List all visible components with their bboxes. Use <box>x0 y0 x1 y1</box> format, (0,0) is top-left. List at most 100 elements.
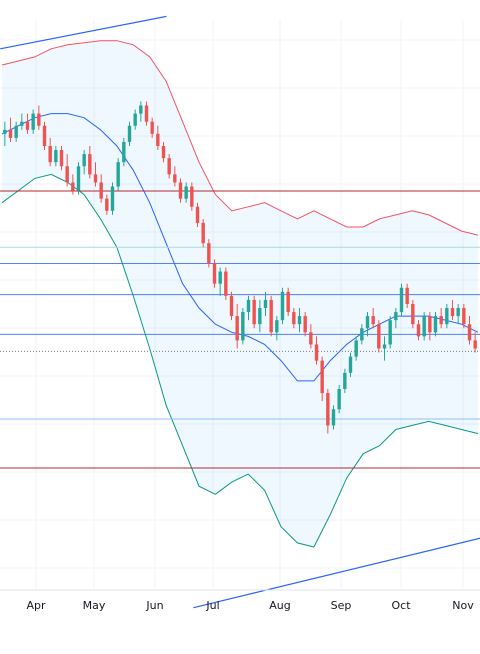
candle-body <box>167 158 171 175</box>
bollinger-upper-line <box>1 40 479 236</box>
bollinger-lower-line <box>1 173 479 548</box>
x-axis-ticks: Apr May Jun Jul Aug Sep Oct Nov <box>26 599 474 612</box>
candle-body <box>343 372 347 389</box>
candle-body <box>105 198 109 211</box>
candle-body <box>88 154 92 175</box>
candle-body <box>462 308 466 325</box>
candle-body <box>456 308 460 317</box>
candle-body <box>139 105 143 114</box>
candle-body <box>54 150 58 163</box>
candles <box>3 101 477 434</box>
trendlines <box>0 15 480 609</box>
candle-body <box>280 291 285 321</box>
candle-body <box>212 263 217 284</box>
candle-body <box>467 324 472 341</box>
candle-body <box>354 340 358 357</box>
x-tick-label: Aug <box>269 599 290 612</box>
candle-body <box>445 308 449 325</box>
candle-body <box>76 166 81 191</box>
candle-body <box>394 312 398 321</box>
candle-body <box>71 182 75 191</box>
candle-body <box>133 113 137 126</box>
candle-body <box>48 146 52 163</box>
candle-body <box>184 186 188 199</box>
candle-body <box>252 299 256 325</box>
candle-body <box>99 182 103 199</box>
candle-body <box>31 113 35 130</box>
x-tick-label: Nov <box>452 599 474 612</box>
candle-body <box>65 166 69 183</box>
candle-body <box>25 121 30 130</box>
candle-body <box>422 316 426 337</box>
candle-body <box>42 125 47 146</box>
candle-body <box>150 121 154 134</box>
candle-body <box>411 303 415 325</box>
candle-body <box>144 105 149 122</box>
candle-body <box>416 324 421 337</box>
candle-body <box>59 150 64 167</box>
candle-body <box>8 129 13 138</box>
candle-body <box>161 146 166 159</box>
candle-body <box>269 299 273 333</box>
candle-body <box>473 340 477 349</box>
candle-body <box>173 174 177 183</box>
grid <box>0 20 480 588</box>
x-tick-label: Oct <box>391 599 411 612</box>
candle-body <box>292 312 296 325</box>
candle-body <box>207 243 211 264</box>
candle-body <box>450 308 455 317</box>
candle-body <box>122 141 126 163</box>
candle-body <box>320 360 324 394</box>
candle-body <box>360 328 364 341</box>
trendline <box>0 15 167 50</box>
candle-body <box>3 129 7 134</box>
candle-body <box>37 113 41 126</box>
candle-body <box>178 182 183 199</box>
candle-body <box>82 154 86 167</box>
candle-body <box>20 121 24 126</box>
candle-body <box>116 162 120 187</box>
candle-body <box>275 320 279 333</box>
candle-body <box>241 312 245 341</box>
candle-body <box>399 287 404 313</box>
candle-body <box>331 409 336 426</box>
x-tick-label: Apr <box>26 599 46 612</box>
candle-body <box>326 393 330 426</box>
candle-body <box>388 320 392 345</box>
candle-body <box>190 186 194 207</box>
bollinger-bands <box>1 40 479 548</box>
candle-body <box>439 316 443 325</box>
candle-body <box>371 316 375 325</box>
x-tick-label: Sep <box>331 599 352 612</box>
x-tick-label: May <box>83 599 106 612</box>
candle-body <box>93 174 98 183</box>
candle-body <box>314 344 319 361</box>
candle-body <box>246 299 251 313</box>
candle-body <box>195 206 200 223</box>
candle-body <box>110 186 115 211</box>
candle-body <box>224 271 228 296</box>
candle-body <box>433 316 438 333</box>
candle-body <box>377 324 381 349</box>
candle-body <box>229 295 234 317</box>
candle-body <box>405 287 409 304</box>
x-tick-label: Jul <box>205 599 219 612</box>
candle-body <box>14 125 18 138</box>
candle-body <box>303 316 307 333</box>
trendline <box>193 537 480 609</box>
candle-body <box>297 316 302 325</box>
candle-body <box>348 356 353 373</box>
candle-body <box>258 308 262 325</box>
candle-body <box>218 271 222 284</box>
candle-body <box>235 316 239 341</box>
candle-body <box>286 291 290 313</box>
x-tick-label: Jun <box>145 599 163 612</box>
candle-body <box>263 299 268 308</box>
bollinger-fill <box>2 40 478 547</box>
candle-body <box>337 389 341 410</box>
candle-body <box>127 125 132 142</box>
candle-body <box>201 222 205 244</box>
candle-body <box>382 344 387 349</box>
candle-body <box>156 133 160 146</box>
